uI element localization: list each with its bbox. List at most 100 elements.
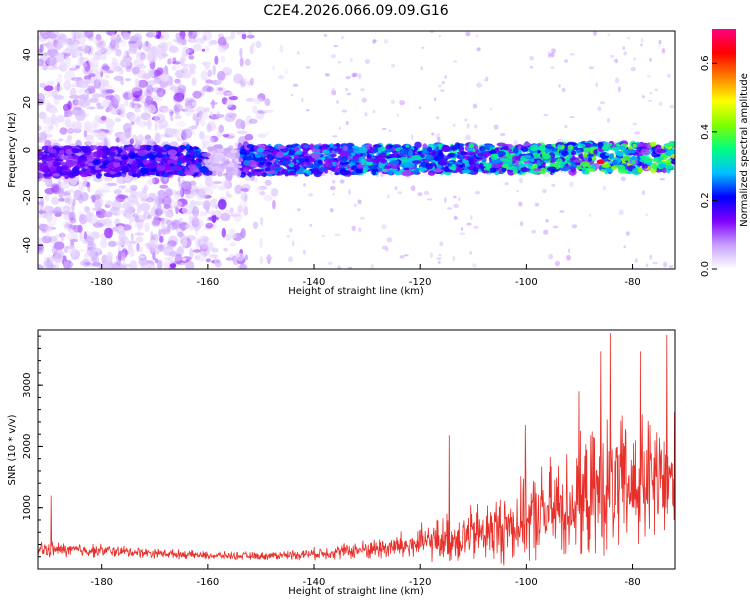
spectrogram-blob xyxy=(132,134,138,141)
spectrogram-blob xyxy=(635,258,638,263)
spectrogram-blob xyxy=(259,191,266,196)
spectrogram-band-cell xyxy=(323,158,334,164)
spectrogram-blob xyxy=(178,186,183,197)
spectrogram-band-cell xyxy=(489,167,497,173)
spectrogram-band-cell xyxy=(670,154,675,159)
spectrogram-band-cell xyxy=(243,159,251,165)
spectrogram-blob xyxy=(204,45,210,53)
spectrogram-blob xyxy=(239,47,243,58)
spectrogram-blob xyxy=(165,211,173,218)
spectrogram-blob xyxy=(100,31,109,34)
spectrogram-blob xyxy=(649,254,653,260)
spectrogram-blob xyxy=(45,177,50,187)
spectrogram-blob xyxy=(279,44,284,54)
spectrogram-band-cell xyxy=(294,164,300,171)
spectrogram-blob xyxy=(116,34,121,43)
colorbar-label: Normalized spectral amplitude xyxy=(739,73,750,227)
spectrogram-blob xyxy=(652,261,659,265)
spectrogram-blob xyxy=(86,244,95,250)
spectrogram-band-cell xyxy=(116,147,122,151)
spectrogram-blob xyxy=(430,31,434,34)
spectrogram-blob xyxy=(147,193,156,198)
spectrogram-blob xyxy=(146,51,156,60)
spectrogram-band-cell xyxy=(500,158,508,162)
spectrogram-band-cell xyxy=(341,170,352,175)
spectrogram-blob xyxy=(351,72,357,78)
spectrogram-band-cell xyxy=(71,147,79,153)
spectrogram-band-cell xyxy=(201,152,211,157)
spectrogram-blob xyxy=(156,87,166,98)
spectrogram-band-cell xyxy=(460,151,468,156)
spectrogram-blob xyxy=(64,204,69,209)
x-tick-label: -140 xyxy=(303,277,326,288)
spectrogram-blob xyxy=(157,259,163,269)
spectrogram-blob xyxy=(217,36,227,47)
spectrogram-blob xyxy=(397,191,403,195)
spectrogram-blob xyxy=(128,40,137,44)
spectrogram-blob xyxy=(121,251,126,262)
spectrogram-blob xyxy=(158,244,164,252)
spectrogram-blob xyxy=(63,220,69,229)
spectrogram-blob xyxy=(182,72,192,79)
spectrogram-blob xyxy=(89,247,95,253)
spectrogram-blob xyxy=(59,36,69,46)
spectrogram-band-cell xyxy=(604,145,609,151)
spectrogram-blob xyxy=(159,31,170,41)
spectrogram-blob xyxy=(253,177,258,184)
spectrogram-band-cell xyxy=(587,153,595,158)
spectrogram-blob xyxy=(158,228,162,238)
spectrogram-band-cell xyxy=(441,145,451,152)
spectrogram-blob xyxy=(305,66,311,69)
spectrogram-band-cell xyxy=(468,161,474,165)
spectrogram-blob xyxy=(178,182,182,188)
spectrogram-blob xyxy=(102,218,112,227)
spectrogram-blob xyxy=(56,43,64,49)
spectrogram-blob xyxy=(39,82,46,89)
spectrogram-blob xyxy=(437,260,441,265)
spectrogram-blob xyxy=(75,65,80,69)
spectrogram-band-cell xyxy=(622,148,633,154)
spectrogram-band-cell xyxy=(352,155,359,160)
spectrogram-band-cell xyxy=(228,145,234,150)
spectrogram-blob xyxy=(158,124,164,130)
spectrogram-blob xyxy=(165,257,176,262)
spectrogram-blob xyxy=(68,67,78,71)
spectrogram-blob xyxy=(212,64,216,76)
spectrogram-blob xyxy=(396,113,399,118)
spectrogram-blob xyxy=(634,131,641,135)
spectrogram-band-cell xyxy=(438,149,443,157)
spectrogram-blob xyxy=(127,195,139,203)
spectrogram-band-cell xyxy=(427,170,436,176)
spectrogram-band-cell xyxy=(113,161,121,168)
spectrogram-band-cell xyxy=(81,147,91,153)
spectrogram-band-cell xyxy=(372,144,382,148)
spectrogram-blob xyxy=(217,87,223,91)
spectrogram-band-cell xyxy=(632,143,637,148)
spectrogram-blob xyxy=(103,137,108,146)
spectrogram-band-cell xyxy=(329,167,336,171)
spectrogram-blob xyxy=(108,105,118,115)
spectrogram-blob xyxy=(145,80,156,87)
spectrogram-blob xyxy=(561,87,566,93)
spectrogram-blob xyxy=(78,31,90,38)
spectrogram-blob xyxy=(199,131,205,140)
spectrogram-blob xyxy=(56,115,65,123)
spectrogram-blob xyxy=(334,233,341,236)
spectrogram-blob xyxy=(645,263,649,267)
spectrogram-blob xyxy=(196,113,200,118)
spectrogram-blob xyxy=(69,43,75,52)
spectrogram-blob xyxy=(116,240,124,247)
spectrogram-blob xyxy=(45,80,55,87)
spectrogram-blob xyxy=(234,184,243,195)
spectrogram-blob xyxy=(345,120,349,126)
spectrogram-band-cell xyxy=(102,160,109,166)
spectrogram-blob xyxy=(328,261,333,265)
spectrogram-blob xyxy=(649,92,653,95)
spectrogram-blob xyxy=(102,84,113,90)
spectrogram-band-cell xyxy=(98,164,108,169)
spectrogram-blob xyxy=(255,40,262,49)
spectrogram-blob xyxy=(101,99,111,108)
spectrogram-blob xyxy=(199,211,208,217)
spectrogram-blob xyxy=(51,245,58,255)
spectrogram-blob xyxy=(133,58,144,69)
